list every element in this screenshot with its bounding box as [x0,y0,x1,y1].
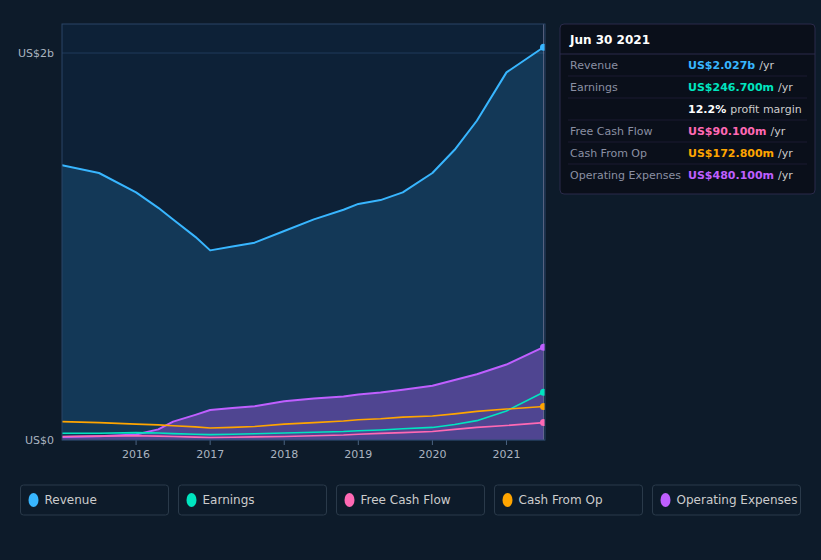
x-tick-label: 2017 [196,448,224,461]
tooltip-label: Cash From Op [570,147,647,160]
tooltip-label: Free Cash Flow [570,125,653,138]
legend-label: Operating Expenses [677,493,798,507]
tooltip: Jun 30 2021 Revenue US$2.027b/yr Earnings US… [560,24,815,194]
legend-swatch [661,493,671,507]
legend-item: Operating Expenses [653,485,801,515]
legend-box [495,485,643,515]
tooltip-label: Operating Expenses [570,169,681,182]
legend-swatch [29,493,39,507]
x-tick-label: 2021 [492,448,520,461]
x-tick [432,440,433,445]
data-group [62,24,545,440]
x-tick [358,440,359,445]
tooltip-box [560,24,815,194]
chart-container: US$0 US$2b 2016 2017 2018 2019 2020 2021 Jun 30 … [0,0,821,560]
tooltip-value-row: US$480.100m/yr [688,169,793,182]
x-tick [284,440,285,445]
legend-swatch [187,493,197,507]
x-tick-label: 2016 [122,448,150,461]
tooltip-label: Revenue [570,59,618,72]
grid-line [62,53,545,54]
legend-label: Cash From Op [519,493,603,507]
legend-item: Revenue [21,485,169,515]
tooltip-value: US$172.800m [688,147,774,160]
legend-swatch [345,493,355,507]
x-tick-label: 2019 [344,448,372,461]
tooltip-value: US$2.027b [688,59,755,72]
background [0,0,821,560]
legend-item: Free Cash Flow [337,485,485,515]
chart-svg: US$0 US$2b 2016 2017 2018 2019 2020 2021 Jun 30 … [0,0,821,560]
tooltip-value-row: US$90.100m/yr [688,125,786,138]
area-fill [62,347,544,440]
legend-box [337,485,485,515]
x-tick [210,440,211,445]
legend-box [179,485,327,515]
tooltip-value-row: US$2.027b/yr [688,59,774,72]
x-tick-label: 2020 [418,448,446,461]
area-line [62,47,544,250]
legend-label: Free Cash Flow [361,493,451,507]
y-tick-label: US$0 [25,434,54,447]
tooltip-row-divider [568,142,807,143]
legend-label: Earnings [203,493,255,507]
legend-box [653,485,801,515]
tooltip-label: Earnings [570,81,618,94]
y-tick-label: US$2b [18,47,54,60]
tooltip-row-divider [568,120,807,121]
tooltip-value-row: 12.2% profit margin [688,103,802,116]
hover-line [543,24,544,440]
end-dot [540,344,545,351]
tooltip-value: US$246.700m [688,81,774,94]
tooltip-value-row: US$246.700m/yr [688,81,793,94]
end-dot [540,44,545,51]
tooltip-value-row: US$172.800m/yr [688,147,793,160]
legend: Revenue Earnings Free Cash Flow Cash From O… [21,485,801,515]
tooltip-value: US$90.100m [688,125,766,138]
x-tick [506,440,507,445]
tooltip-unit: /yr [778,169,793,182]
tooltip-row-divider [568,98,807,99]
legend-swatch [503,493,513,507]
tooltip-title: Jun 30 2021 [569,33,650,47]
x-tick [136,440,137,445]
end-dot [540,419,545,426]
tooltip-unit: profit margin [730,103,802,116]
area-fill [62,47,544,440]
legend-box [21,485,169,515]
end-dot [540,389,545,396]
area-line [62,347,544,437]
tooltip-value: 12.2% [688,103,726,116]
tooltip-divider [560,54,815,55]
end-dot [540,403,545,410]
x-tick-label: 2018 [270,448,298,461]
tooltip-row-divider [568,164,807,165]
legend-label: Revenue [45,493,97,507]
tooltip-unit: /yr [778,81,793,94]
legend-item: Cash From Op [495,485,643,515]
plot-area [62,24,545,440]
tooltip-row-divider [568,76,807,77]
legend-item: Earnings [179,485,327,515]
series-line [62,407,544,428]
plot-frame [62,24,545,440]
tooltip-unit: /yr [759,59,774,72]
tooltip-unit: /yr [770,125,785,138]
tooltip-unit: /yr [778,147,793,160]
tooltip-value: US$480.100m [688,169,774,182]
